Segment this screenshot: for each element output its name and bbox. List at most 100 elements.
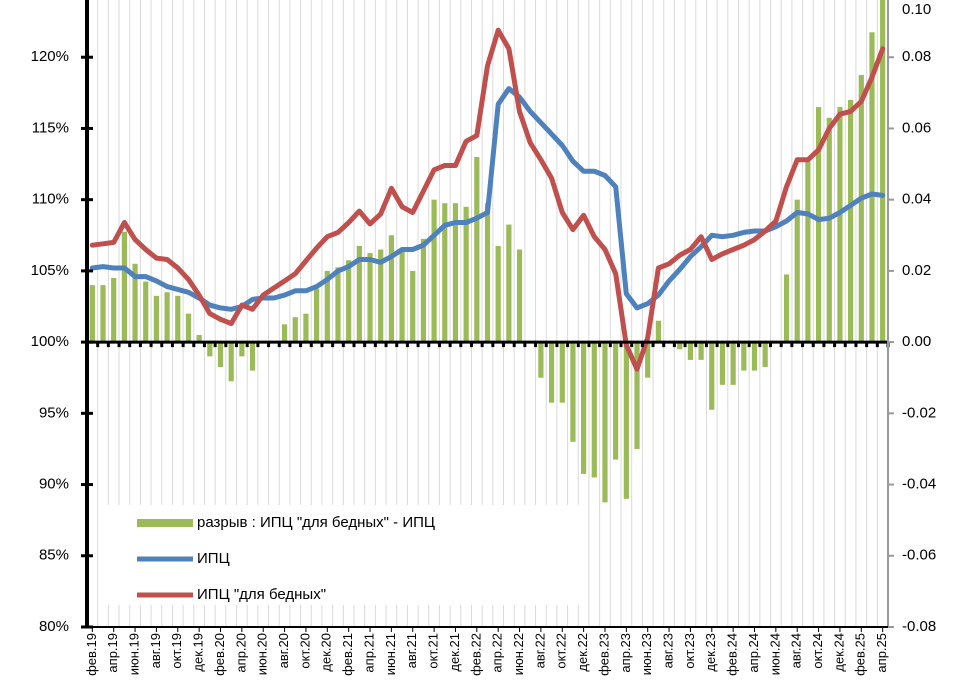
- bar: [655, 320, 661, 343]
- x-tick-label: авг.22: [532, 633, 547, 668]
- y2-tick-label: -0.06: [902, 547, 936, 564]
- bar: [613, 342, 619, 460]
- x-tick-label: дек.20: [319, 633, 334, 672]
- bar: [570, 342, 576, 442]
- y-tick-label: 120%: [31, 48, 69, 65]
- bar: [602, 342, 608, 503]
- bar: [217, 342, 224, 368]
- line-series: [89, 86, 886, 312]
- x-tick-label: фев.24: [725, 633, 740, 676]
- x-tick-label: июн.19: [126, 633, 141, 675]
- bar: [474, 156, 480, 343]
- bar: [410, 270, 416, 343]
- bar: [869, 32, 875, 343]
- x-tick-label: дек.19: [191, 633, 206, 672]
- legend-label: ИПЦ: [197, 550, 230, 567]
- bar: [709, 342, 715, 410]
- bar: [645, 342, 651, 378]
- bar: [484, 203, 491, 343]
- bar: [548, 342, 555, 403]
- legend-label: разрыв : ИПЦ "для бедных" - ИПЦ: [197, 514, 435, 531]
- bar: [431, 199, 437, 343]
- y-tick-label: 115%: [32, 119, 69, 136]
- x-tick-label: дек.24: [831, 633, 846, 672]
- bar: [121, 231, 127, 343]
- x-tick-label: апр.19: [105, 633, 120, 673]
- bar: [89, 285, 95, 343]
- x-tick-label: июн.24: [767, 633, 782, 675]
- bar: [367, 253, 373, 343]
- y-tick-label: 90%: [39, 476, 69, 493]
- bar: [442, 203, 448, 343]
- bar: [516, 249, 523, 343]
- bar: [880, 0, 886, 343]
- x-tick-label: фев.25: [853, 633, 868, 676]
- bar: [538, 342, 544, 378]
- x-tick-label: окт.21: [426, 633, 441, 669]
- bar: [324, 270, 330, 343]
- legend-swatch: [137, 519, 193, 527]
- line-series: [89, 27, 886, 372]
- x-tick-label: окт.20: [297, 633, 312, 669]
- x-tick-label: авг.24: [789, 633, 804, 668]
- bar: [249, 342, 256, 371]
- x-tick-label: дек.21: [447, 633, 462, 672]
- x-tick-label: апр.23: [618, 633, 633, 673]
- bar: [303, 313, 309, 343]
- x-tick-label: апр.24: [746, 633, 761, 673]
- x-tick-label: фев.20: [212, 633, 227, 676]
- bar: [346, 260, 352, 343]
- x-tick-label: дек.23: [703, 633, 718, 672]
- x-tick-label: авг.23: [660, 633, 675, 668]
- bar: [687, 342, 694, 360]
- bar: [132, 263, 138, 343]
- bar: [281, 324, 288, 343]
- y-tick-label: 80%: [39, 618, 69, 635]
- bar: [581, 342, 587, 474]
- bar: [794, 199, 800, 343]
- bar: [335, 267, 341, 343]
- x-tick-label: апр.21: [361, 633, 376, 673]
- y2-tick-label: -0.08: [902, 618, 936, 635]
- x-tick-label: авг.19: [148, 633, 163, 668]
- bar: [730, 342, 736, 385]
- bar: [207, 342, 213, 357]
- y2-tick-label: 0.04: [902, 191, 931, 208]
- bar: [506, 224, 512, 343]
- x-tick-label: окт.19: [169, 633, 184, 669]
- y2-tick-label: 0.08: [902, 48, 931, 65]
- x-tick-label: фев.23: [596, 633, 611, 676]
- bar: [495, 245, 501, 343]
- y2-tick-label: -0.04: [902, 476, 936, 493]
- x-tick-label: апр.25: [874, 633, 889, 673]
- bar: [378, 249, 384, 343]
- bar: [559, 342, 565, 403]
- x-tick-label: июн.23: [639, 633, 654, 675]
- plot-area: [89, 0, 886, 503]
- bar: [783, 274, 790, 343]
- y-tick-label: 100%: [31, 333, 69, 350]
- bar: [623, 342, 629, 499]
- x-tick-label: июн.22: [511, 633, 526, 675]
- bar: [388, 235, 394, 343]
- bar: [228, 342, 234, 382]
- bar: [719, 342, 726, 385]
- bar: [826, 117, 832, 343]
- bar: [399, 249, 405, 343]
- x-tick-label: дек.22: [575, 633, 590, 672]
- bar: [677, 342, 683, 350]
- bar: [858, 75, 864, 343]
- bar: [837, 107, 843, 343]
- bar: [591, 342, 597, 478]
- x-tick-label: апр.22: [490, 633, 505, 673]
- bar: [196, 334, 202, 343]
- x-tick-label: июн.20: [255, 633, 270, 675]
- x-tick-label: фев.19: [84, 633, 99, 676]
- bar: [356, 245, 362, 343]
- bar: [100, 285, 106, 343]
- x-tick-label: окт.23: [682, 633, 697, 669]
- bar: [239, 342, 245, 357]
- bar: [698, 342, 704, 360]
- bar: [420, 238, 427, 343]
